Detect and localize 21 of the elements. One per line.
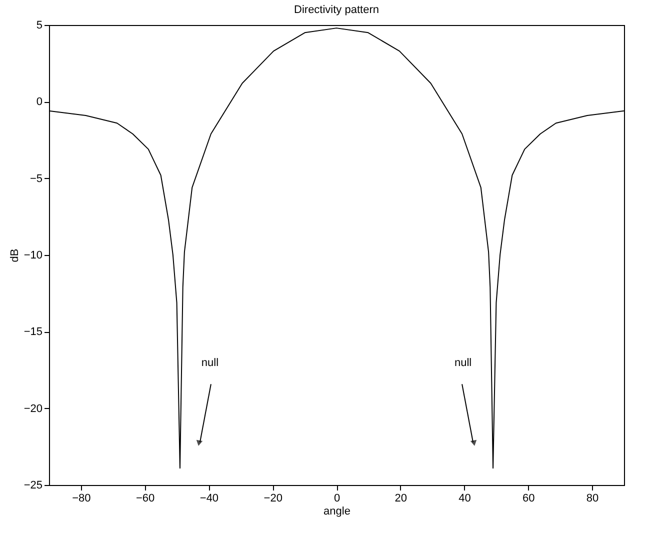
y-tick-label: −5 (30, 172, 42, 185)
x-tick-label: −80 (72, 492, 91, 504)
x-tick-label: −60 (136, 492, 155, 504)
x-tick-label: 20 (394, 492, 408, 504)
y-tick-label: −20 (24, 402, 42, 415)
x-tick-label: −40 (200, 492, 219, 504)
x-axis-title: angle (324, 506, 350, 518)
annotation: null (454, 357, 472, 370)
y-tick-label: −25 (24, 480, 42, 492)
y-tick-label: −10 (24, 250, 42, 262)
annotation: null (201, 357, 219, 370)
x-tick-label: −20 (264, 492, 282, 504)
x-tick-label: 60 (522, 492, 535, 504)
chart-title: Directivity pattern (294, 4, 379, 16)
y-tick-label: 5 (36, 20, 42, 32)
y-axis-title: dB (8, 248, 21, 262)
x-tick-label: 80 (586, 492, 599, 504)
y-tick-label: 0 (36, 96, 42, 108)
x-tick-label: 0 (334, 492, 340, 504)
x-tick-label: 40 (458, 492, 471, 504)
y-tick-label: −15 (24, 326, 42, 338)
